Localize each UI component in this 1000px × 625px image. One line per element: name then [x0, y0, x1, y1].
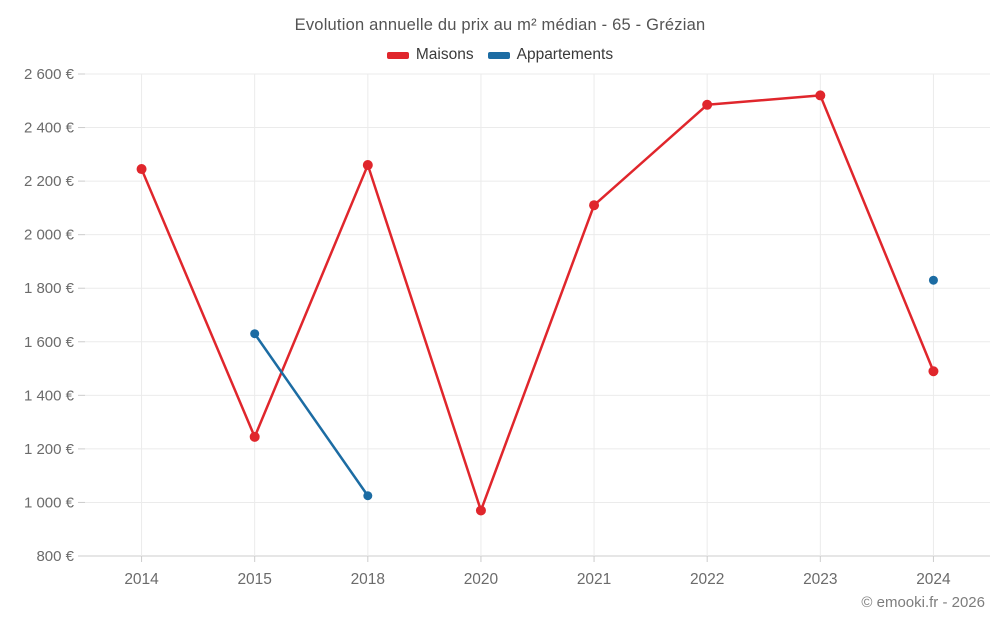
- legend-item-maisons[interactable]: Maisons: [386, 46, 474, 64]
- y-tick-label: 1 200 €: [24, 441, 75, 458]
- maisons-data-point-2015[interactable]: [249, 431, 260, 442]
- legend-label-appartements: Appartements: [516, 46, 614, 63]
- legend: Maisons Appartements: [0, 46, 1000, 64]
- appartements-series-line: [253, 332, 370, 497]
- appartements-series-swatch-icon: [487, 51, 510, 59]
- maisons-data-point-2018[interactable]: [362, 160, 373, 171]
- y-tick-label: 2 000 €: [24, 227, 75, 244]
- x-tick-label: 2023: [803, 571, 837, 588]
- y-tick-label: 1 600 €: [24, 334, 75, 351]
- x-tick-label: 2014: [124, 571, 159, 588]
- x-tick-label: 2024: [916, 571, 951, 588]
- y-tick-label: 1 400 €: [24, 387, 75, 404]
- attribution-text: © emooki.fr - 2026: [861, 594, 985, 611]
- appartements-data-point-2024[interactable]: [928, 275, 938, 285]
- chart-title: Evolution annuelle du prix au m² médian …: [294, 16, 706, 34]
- y-tick-label: 800 €: [36, 548, 74, 565]
- appartements-data-point-2018[interactable]: [363, 491, 373, 501]
- maisons-data-point-2024[interactable]: [928, 366, 939, 377]
- y-tick-label: 2 200 €: [24, 173, 75, 190]
- y-tick-label: 2 600 €: [24, 66, 75, 83]
- maisons-data-point-2020[interactable]: [475, 505, 486, 516]
- x-tick-label: 2018: [351, 571, 385, 588]
- maisons-series-swatch-icon: [386, 51, 409, 59]
- maisons-series-line: [140, 94, 935, 512]
- x-tick-label: 2021: [577, 571, 611, 588]
- appartements-data-point-2015[interactable]: [250, 329, 260, 339]
- legend-label-maisons: Maisons: [415, 46, 474, 63]
- x-tick-label: 2022: [690, 571, 724, 588]
- maisons-data-point-2021[interactable]: [589, 200, 600, 211]
- maisons-data-point-2023[interactable]: [815, 90, 826, 101]
- x-tick-label: 2020: [464, 571, 499, 588]
- maisons-data-point-2014[interactable]: [136, 164, 147, 175]
- y-tick-label: 2 400 €: [24, 120, 75, 137]
- y-tick-label: 1 000 €: [24, 494, 75, 511]
- y-tick-label: 1 800 €: [24, 280, 75, 297]
- legend-item-appartements[interactable]: Appartements: [487, 46, 614, 64]
- x-tick-label: 2015: [237, 571, 271, 588]
- maisons-data-point-2022[interactable]: [702, 99, 713, 110]
